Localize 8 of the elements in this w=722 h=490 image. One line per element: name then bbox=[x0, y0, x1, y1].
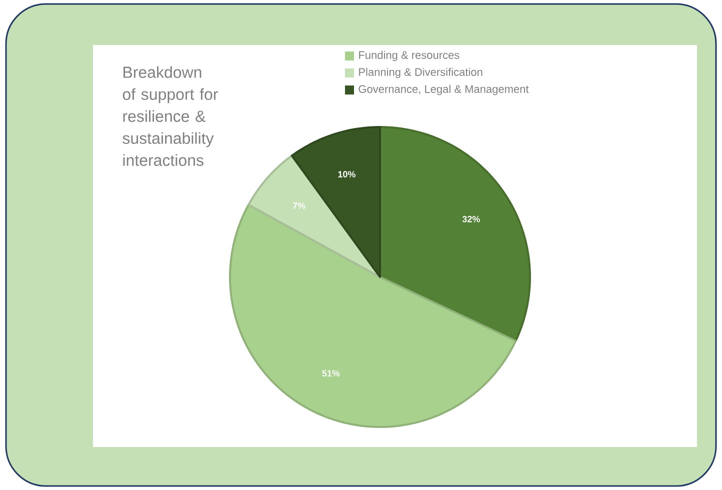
legend-label: Governance, Legal & Management bbox=[358, 84, 529, 96]
data-label: 51% bbox=[322, 370, 340, 376]
legend-label: Planning & Diversification bbox=[359, 68, 482, 78]
data-label: 7% bbox=[292, 202, 306, 209]
legend-label: Funding & resources bbox=[359, 50, 460, 62]
data-label: 32% bbox=[462, 216, 480, 222]
text: Breakdown of support for resilience & sustainability interactions bbox=[122, 66, 218, 166]
data-label: 10% bbox=[338, 171, 356, 178]
